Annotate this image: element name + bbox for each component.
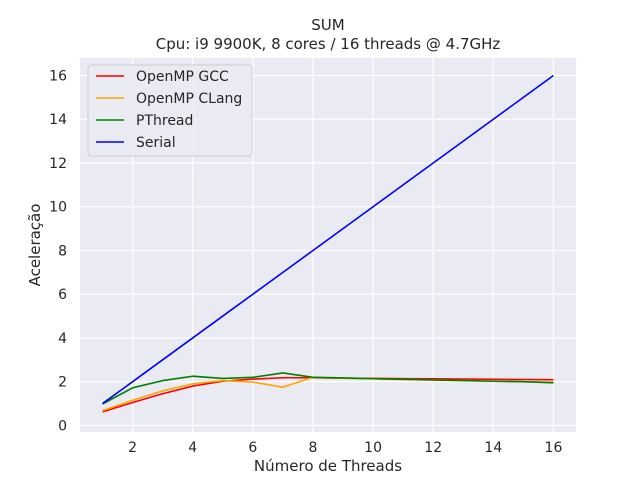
y-tick-label: 6 — [58, 287, 67, 303]
y-tick-label: 0 — [58, 418, 67, 434]
legend-label: OpenMP CLang — [136, 91, 242, 107]
series-line-serial — [102, 74, 554, 405]
y-axis-label: Aceleração — [26, 204, 44, 287]
y-tick-label: 8 — [58, 243, 67, 259]
tick-labels: 2 4 6 8 10 12 14 16 0 2 4 6 8 10 12 14 16 — [49, 68, 562, 456]
x-tick-label: 2 — [128, 440, 137, 456]
legend-box — [87, 64, 253, 157]
x-tick-label: 10 — [364, 440, 382, 456]
chart-subtitle: Cpu: i9 9900K, 8 cores / 16 threads @ 4.… — [155, 35, 501, 53]
legend-label: OpenMP GCC — [136, 69, 229, 85]
y-tick-label: 2 — [58, 375, 67, 391]
series-line-pthread — [102, 372, 554, 405]
x-tick-label: 6 — [248, 440, 257, 456]
legend: OpenMP GCC OpenMP CLang PThread Serial — [87, 64, 253, 157]
y-tick-label: 4 — [58, 331, 67, 347]
x-axis-label: Número de Threads — [254, 457, 402, 475]
legend-label: Serial — [136, 135, 176, 151]
x-tick-label: 8 — [309, 440, 318, 456]
x-tick-label: 12 — [424, 440, 442, 456]
y-tick-label: 14 — [49, 112, 67, 128]
grid — [80, 58, 576, 432]
y-tick-label: 16 — [49, 68, 67, 84]
chart-title: SUM — [311, 16, 345, 34]
x-tick-label: 4 — [188, 440, 197, 456]
x-tick-label: 16 — [545, 440, 563, 456]
series-lines — [102, 74, 554, 413]
y-tick-label: 12 — [49, 156, 67, 172]
legend-label: PThread — [136, 113, 193, 129]
x-tick-label: 14 — [484, 440, 502, 456]
y-tick-label: 10 — [49, 200, 67, 216]
